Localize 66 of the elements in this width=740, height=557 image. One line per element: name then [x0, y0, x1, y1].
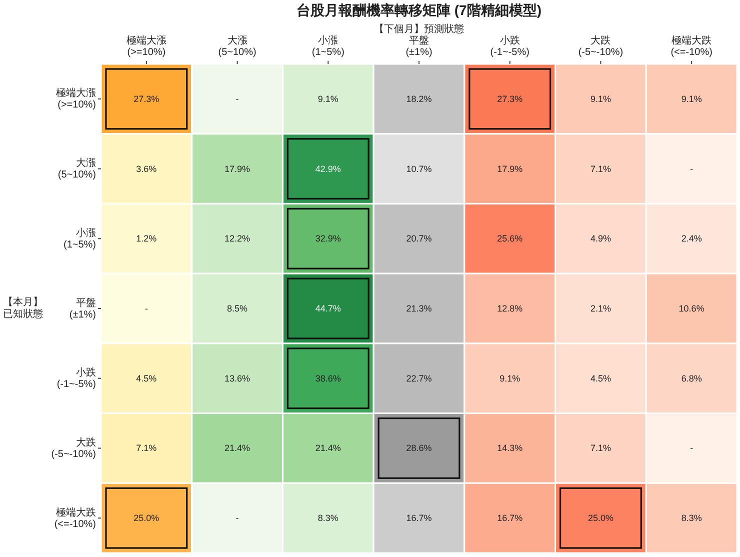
data-label: 2.1%: [590, 304, 611, 314]
data-label: 16.7%: [406, 513, 432, 524]
x-tick-label: 極端大漲 (>=10%): [126, 34, 166, 58]
data-label: 7.1%: [590, 443, 611, 454]
data-label: 12.8%: [497, 304, 523, 314]
data-label: 14.3%: [497, 443, 523, 454]
data-label: 27.3%: [134, 94, 160, 104]
data-label: 20.7%: [406, 234, 432, 244]
x-axis-title: 【下個月】預測狀態: [374, 23, 464, 35]
data-label: 17.9%: [224, 164, 250, 174]
data-label: 8.3%: [681, 513, 702, 524]
data-label: 42.9%: [315, 164, 341, 174]
y-axis-title: 【本月】已知狀態: [2, 296, 44, 320]
data-label: 6.8%: [681, 373, 702, 384]
y-tick-label: 小跌 (-1~-5%): [56, 366, 96, 390]
data-label: 44.7%: [315, 304, 341, 314]
data-label: 21.4%: [224, 443, 250, 454]
data-label: 21.3%: [406, 304, 432, 314]
data-label: 17.9%: [497, 164, 523, 174]
data-label: 28.6%: [406, 443, 432, 454]
data-label: 27.3%: [497, 94, 523, 104]
text: -: [144, 304, 148, 314]
data-label: 25.6%: [497, 234, 523, 244]
data-label: 32.9%: [315, 234, 341, 244]
data-label: 8.3%: [318, 513, 338, 524]
data-label: 7.1%: [136, 443, 157, 454]
data-label: 16.7%: [497, 513, 523, 524]
data-label: 38.6%: [315, 373, 341, 384]
text: -: [690, 443, 694, 454]
data-label: 9.1%: [500, 373, 520, 384]
text: -: [236, 94, 239, 104]
y-tick-label: 大漲 (5~10%): [58, 156, 96, 180]
data-label: 9.1%: [681, 94, 702, 104]
y-tick-label: 平盤 (±1%): [69, 296, 96, 320]
data-label: 18.2%: [406, 94, 432, 104]
data-label: 12.2%: [224, 234, 250, 244]
data-label: 25.0%: [588, 513, 614, 524]
data-label: 22.7%: [406, 373, 432, 384]
data-label: 4.9%: [590, 234, 611, 244]
data-label: 21.4%: [315, 443, 341, 454]
x-tick-label: 小漲 (1~5%): [312, 34, 344, 58]
data-label: 2.4%: [681, 234, 702, 244]
data-label: 13.6%: [224, 373, 250, 384]
x-tick-label: 大跌 (-5~-10%): [578, 34, 624, 58]
data-label: 4.5%: [136, 373, 157, 384]
y-tick-label: 極端大跌 (<=-10%): [54, 506, 96, 530]
data-label: 1.2%: [136, 234, 157, 244]
data-label: 10.6%: [678, 304, 704, 314]
x-tick-label: 平盤 (±1%): [406, 34, 432, 58]
x-tick-label: 小跌 (-1~-5%): [490, 34, 530, 58]
data-label: 3.6%: [136, 164, 157, 174]
data-label: 7.1%: [590, 164, 611, 174]
data-label: 25.0%: [134, 513, 160, 524]
chart-title: 台股月報酬機率轉移矩陣 (7階精細模型): [296, 2, 542, 18]
y-tick-label: 極端大漲 (>=10%): [56, 86, 96, 110]
text: -: [236, 513, 239, 524]
data-label: 10.7%: [406, 164, 432, 174]
data-label: 4.5%: [590, 373, 611, 384]
text: -: [690, 164, 694, 174]
data-label: 9.1%: [590, 94, 611, 104]
y-tick-label: 小漲 (1~5%): [63, 226, 96, 250]
data-label: 8.5%: [227, 304, 248, 314]
data-label: 9.1%: [318, 94, 338, 104]
x-tick-label: 極端大跌 (<=-10%): [670, 34, 712, 58]
x-tick-label: 大漲 (5~10%): [218, 34, 256, 58]
y-tick-label: 大跌 (-5~-10%): [51, 436, 96, 460]
